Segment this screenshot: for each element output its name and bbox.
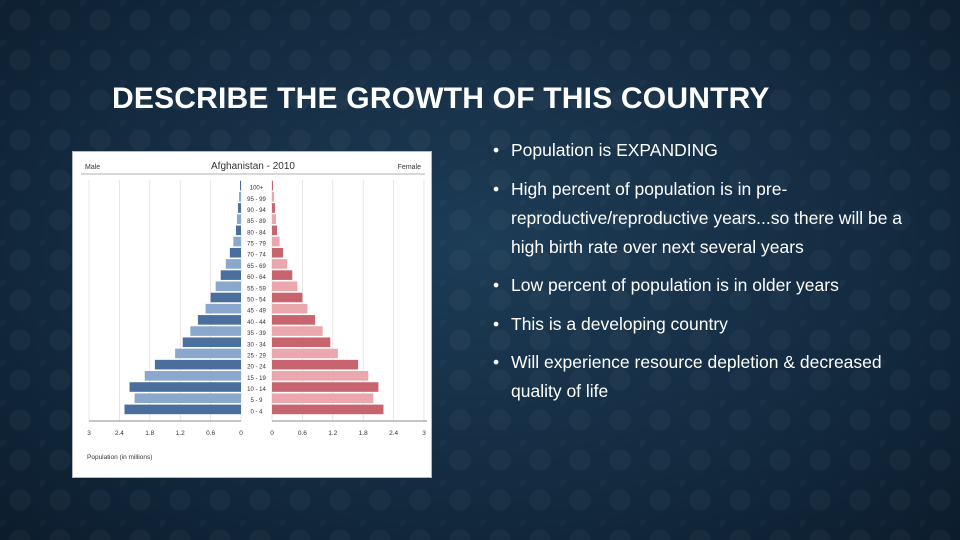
age-group-label: 70 - 74 [247,253,266,259]
age-group-label: 95 - 99 [247,197,266,203]
population-pyramid-chart: Male Female Afghanistan - 2010 3 2.4 1.8 1.2 0.… [72,151,432,478]
x-tick-label: 1.8 [145,430,154,437]
female-label: Female [398,164,421,171]
bullet-item: Population is EXPANDING [493,136,933,165]
pyramid-svg: Male Female Afghanistan - 2010 3 2.4 1.8 1.2 0.… [81,161,427,461]
x-tick-label: 3 [422,430,426,437]
age-group-label: 60 - 64 [247,275,266,281]
female-bar [272,247,284,258]
age-group-label: 15 - 19 [247,376,266,382]
age-group-label: 20 - 24 [247,365,266,371]
age-group-label: 75 - 79 [247,242,266,248]
male-bar [205,303,241,314]
male-bar [182,337,241,348]
age-group-label: 40 - 44 [247,320,266,326]
male-bar [225,259,241,269]
female-bar [272,191,275,202]
x-tick-label: 0 [270,430,274,437]
female-bar [272,315,316,325]
age-group-label: 90 - 94 [247,208,266,214]
male-bar [190,326,241,336]
female-bar [272,225,278,236]
male-bar [197,315,241,325]
male-bar [129,382,241,392]
bullet-item: Low percent of population is in older ye… [493,271,933,300]
female-bar [272,180,274,191]
male-bar [235,225,241,236]
female-bar [272,382,379,392]
bullet-item: High percent of population is in pre-rep… [493,175,933,262]
female-bar [272,214,277,224]
male-bar [239,180,241,191]
x-tick-label: 0.6 [206,430,215,437]
age-group-label: 50 - 54 [247,297,266,303]
x-tick-label: 2.4 [115,430,124,437]
x-axis-title: Population (in millions) [87,454,152,461]
chart-title: Afghanistan - 2010 [211,161,295,172]
x-tick-label: 1.2 [176,430,185,437]
female-bar [272,281,298,292]
age-group-label: 5 - 9 [250,398,263,404]
age-group-label: 30 - 34 [247,342,266,348]
male-bar [144,371,241,381]
bullet-item: This is a developing country [493,310,933,339]
male-bar [215,281,241,292]
male-bar [238,191,241,202]
bullet-item: Will experience resource depletion & dec… [493,348,933,406]
female-bar [272,203,276,213]
female-bar [272,359,359,370]
male-bar [210,292,241,303]
female-bar [272,371,369,381]
male-bar [154,359,241,370]
female-bar [272,303,308,314]
male-bar [236,214,241,224]
male-bar [124,404,241,415]
female-bar [272,236,280,247]
slide-title: DESCRIBE THE GROWTH OF THIS COUNTRY [112,82,770,115]
age-group-label: 80 - 84 [247,230,266,236]
x-tick-label: 0.6 [298,430,307,437]
male-bar [220,270,241,280]
age-group-label: 55 - 59 [247,286,266,292]
age-group-label: 0 - 4 [250,409,263,415]
male-bar [134,393,241,404]
age-group-label: 10 - 14 [247,387,266,393]
female-bar [272,337,331,348]
x-tick-label: 2.4 [389,430,398,437]
female-bar [272,326,323,336]
female-bar [272,393,374,404]
female-bar [272,259,288,269]
bullet-list: Population is EXPANDING High percent of … [493,136,933,416]
x-tick-label: 0 [239,430,243,437]
female-bar [272,348,338,359]
age-group-label: 85 - 89 [247,219,266,225]
age-group-label: 45 - 49 [247,309,266,315]
age-group-label: 35 - 39 [247,331,266,337]
female-bar [272,270,293,280]
x-tick-label: 3 [87,430,91,437]
age-group-label: 100+ [250,186,264,192]
male-bar [229,247,241,258]
age-group-label: 65 - 69 [247,264,266,270]
male-bar [233,236,241,247]
male-bar [237,203,241,213]
male-label: Male [85,164,100,171]
age-group-label: 25 - 29 [247,353,266,359]
male-bar [175,348,241,359]
female-bar [272,404,384,415]
x-tick-label: 1.2 [328,430,337,437]
female-bar [272,292,303,303]
x-tick-label: 1.8 [359,430,368,437]
